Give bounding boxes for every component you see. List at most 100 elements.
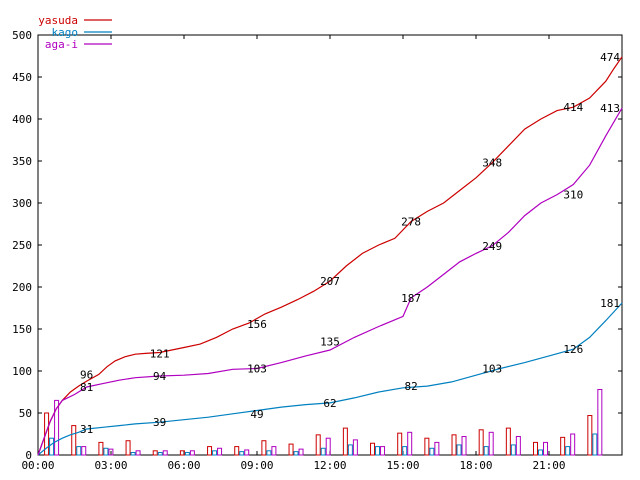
- bar-kago: [239, 451, 245, 456]
- bar-kago: [157, 451, 163, 456]
- bar-yasuda: [71, 425, 77, 456]
- bar-aga-i: [461, 436, 467, 456]
- data-label-aga-i: 103: [247, 362, 267, 375]
- data-label-yasuda: 156: [247, 318, 267, 331]
- bar-yasuda: [261, 440, 267, 456]
- bar-aga-i: [515, 436, 521, 456]
- bar-yasuda: [370, 442, 376, 456]
- bar-yasuda: [125, 440, 131, 456]
- bar-layer: [44, 388, 603, 456]
- bar-kago: [565, 446, 571, 456]
- bar-kago: [212, 450, 218, 456]
- y-tick-label: 350: [12, 155, 32, 168]
- bar-aga-i: [54, 399, 60, 456]
- x-tick-label: 03:00: [94, 459, 127, 472]
- bar-aga-i: [543, 441, 549, 456]
- data-label-yasuda: 414: [563, 101, 583, 114]
- bar-yasuda: [234, 446, 240, 456]
- x-tick-label: 00:00: [21, 459, 54, 472]
- legend-label-aga-i: aga-i: [45, 38, 78, 51]
- y-tick-label: 100: [12, 365, 32, 378]
- bar-yasuda: [44, 412, 50, 456]
- data-label-aga-i: 413: [600, 102, 620, 115]
- data-label-kago: 103: [482, 362, 502, 375]
- legend-label-kago: kago: [52, 26, 79, 39]
- y-tick-label: 500: [12, 29, 32, 42]
- bar-yasuda: [397, 432, 403, 456]
- y-tick-label: 450: [12, 71, 32, 84]
- data-label-kago: 62: [323, 397, 336, 410]
- bar-yasuda: [288, 443, 294, 456]
- x-tick-label: 12:00: [313, 459, 346, 472]
- point-labels: 96 121 156 207 278 348 414 474 31 39 49 62 82 103 126 1…: [80, 51, 620, 436]
- x-tick-label: 15:00: [386, 459, 419, 472]
- bar-aga-i: [298, 448, 304, 456]
- x-tick-label: 18:00: [459, 459, 492, 472]
- bar-aga-i: [271, 446, 277, 456]
- y-tick-label: 200: [12, 281, 32, 294]
- data-label-yasuda: 278: [401, 215, 421, 228]
- series-line-aga-i: [37, 107, 623, 456]
- chart-axes: 0 50 100 150 200 250 300 350 400 450 500 00:00 03:00…: [12, 29, 623, 472]
- bar-kago: [266, 450, 272, 456]
- bar-aga-i: [162, 450, 168, 456]
- data-label-yasuda: 207: [320, 275, 340, 288]
- bar-yasuda: [478, 429, 484, 456]
- data-label-aga-i: 187: [401, 292, 421, 305]
- bar-aga-i: [434, 441, 440, 456]
- data-label-kago: 31: [80, 423, 93, 436]
- y-tick-label: 250: [12, 239, 32, 252]
- bar-kago: [184, 451, 190, 456]
- bar-kago: [347, 444, 353, 456]
- data-label-aga-i: 249: [482, 240, 502, 253]
- data-label-kago: 82: [404, 380, 417, 393]
- bar-kago: [130, 451, 136, 456]
- bar-aga-i: [488, 431, 494, 456]
- bar-yasuda: [533, 441, 539, 456]
- data-label-kago: 181: [600, 297, 620, 310]
- bar-kago: [103, 447, 109, 456]
- bar-yasuda: [342, 427, 348, 456]
- data-label-yasuda: 348: [482, 157, 502, 170]
- y-tick-label: 50: [19, 407, 32, 420]
- series-line-kago: [37, 302, 623, 456]
- series-line-yasuda: [37, 56, 623, 456]
- bar-yasuda: [179, 450, 185, 456]
- x-tick-label: 21:00: [532, 459, 565, 472]
- bar-yasuda: [587, 415, 593, 456]
- bar-kago: [429, 447, 435, 456]
- bar-kago: [592, 433, 598, 456]
- bar-aga-i: [81, 446, 87, 456]
- bar-yasuda: [424, 437, 430, 456]
- bar-yasuda: [98, 441, 104, 456]
- data-label-kago: 39: [153, 416, 166, 429]
- y-tick-label: 0: [25, 449, 32, 462]
- bar-kago: [483, 446, 489, 456]
- y-tick-label: 400: [12, 113, 32, 126]
- bar-aga-i: [352, 439, 358, 456]
- bar-aga-i: [217, 447, 223, 456]
- bar-kago: [456, 444, 462, 456]
- x-tick-label: 06:00: [167, 459, 200, 472]
- bar-aga-i: [244, 449, 250, 456]
- bar-aga-i: [189, 450, 195, 456]
- bar-kago: [375, 446, 381, 456]
- bar-yasuda: [451, 434, 457, 456]
- y-tick-label: 150: [12, 323, 32, 336]
- data-label-aga-i: 135: [320, 336, 340, 349]
- x-tick-label: 09:00: [240, 459, 273, 472]
- legend-label-yasuda: yasuda: [38, 14, 78, 27]
- data-label-kago: 126: [563, 343, 583, 356]
- bar-kago: [320, 447, 326, 456]
- data-label-aga-i: 81: [80, 381, 93, 394]
- series-lines: [37, 56, 623, 456]
- bar-aga-i: [380, 446, 386, 456]
- data-label-yasuda: 121: [150, 347, 170, 360]
- bar-yasuda: [315, 434, 321, 456]
- bar-aga-i: [570, 433, 576, 456]
- data-label-aga-i: 310: [563, 189, 583, 202]
- bar-aga-i: [325, 437, 331, 456]
- plot-frame: [37, 34, 623, 456]
